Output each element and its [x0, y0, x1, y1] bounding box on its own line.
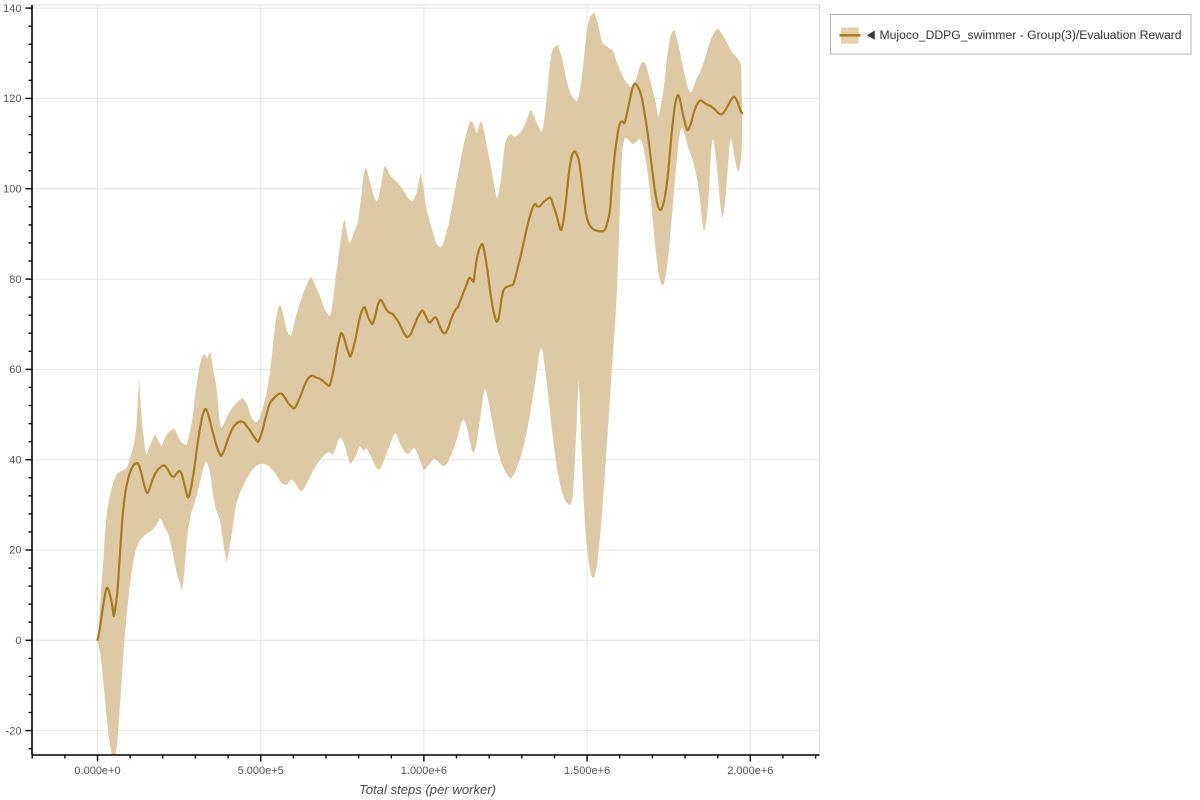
svg-text:100: 100	[3, 183, 21, 195]
svg-text:0: 0	[15, 635, 21, 647]
svg-text:1.000e+6: 1.000e+6	[401, 765, 447, 777]
svg-text:Mujoco_DDPG_swimmer - Group(3): Mujoco_DDPG_swimmer - Group(3)/Evaluatio…	[880, 28, 1182, 42]
svg-text:-20: -20	[6, 725, 22, 737]
svg-text:Total steps (per worker): Total steps (per worker)	[359, 782, 496, 797]
svg-text:80: 80	[9, 274, 21, 286]
svg-text:60: 60	[9, 364, 21, 376]
svg-text:140: 140	[3, 3, 21, 15]
svg-text:40: 40	[9, 454, 21, 466]
svg-text:1.500e+6: 1.500e+6	[564, 765, 610, 777]
svg-text:5.000e+5: 5.000e+5	[238, 765, 284, 777]
svg-text:0.000e+0: 0.000e+0	[74, 765, 120, 777]
svg-text:120: 120	[3, 93, 21, 105]
svg-text:20: 20	[9, 545, 21, 557]
svg-text:2.000e+6: 2.000e+6	[727, 765, 773, 777]
